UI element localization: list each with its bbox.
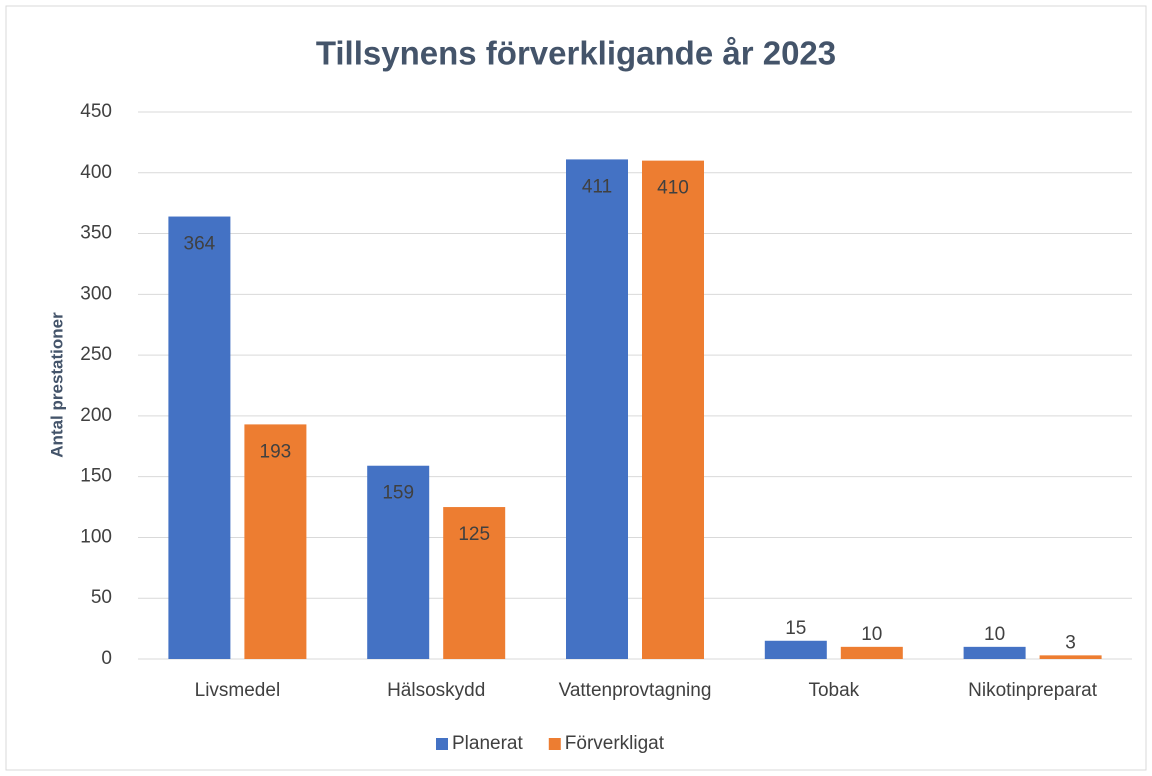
y-axis-title: Antal prestationer <box>47 312 66 458</box>
y-tick-label: 300 <box>80 283 112 304</box>
y-tick-label: 150 <box>80 466 112 487</box>
bar <box>963 646 1026 659</box>
y-tick-label: 0 <box>101 648 112 669</box>
legend-label: Förverkligat <box>565 733 665 754</box>
data-label: 193 <box>260 441 292 462</box>
data-label: 3 <box>1065 632 1076 653</box>
data-label: 125 <box>458 524 490 545</box>
data-label: 364 <box>184 234 216 255</box>
data-label: 159 <box>382 483 414 504</box>
bar <box>168 216 231 659</box>
x-tick-label: Nikotinpreparat <box>968 680 1098 701</box>
bar <box>764 640 827 659</box>
y-tick-label: 350 <box>80 223 112 244</box>
data-label: 10 <box>861 624 882 645</box>
data-label: 15 <box>785 618 806 639</box>
y-tick-label: 400 <box>80 162 112 183</box>
data-label: 411 <box>582 176 612 197</box>
data-label: 410 <box>657 178 689 199</box>
bar <box>244 424 307 659</box>
bar <box>1039 655 1102 659</box>
legend-swatch <box>436 738 448 750</box>
y-tick-label: 50 <box>91 587 112 608</box>
x-tick-label: Vattenprovtagning <box>559 680 712 701</box>
x-tick-label: Tobak <box>808 680 859 701</box>
chart-title: Tillsynens förverkligande år 2023 <box>316 35 836 72</box>
bar <box>367 465 430 659</box>
y-tick-label: 450 <box>80 101 112 122</box>
legend-swatch <box>548 738 561 750</box>
x-tick-label: Livsmedel <box>195 680 281 701</box>
bar <box>840 646 903 659</box>
legend-label: Planerat <box>452 733 523 754</box>
y-tick-label: 100 <box>80 526 112 547</box>
x-tick-label: Hälsoskydd <box>387 680 485 701</box>
data-label: 10 <box>984 624 1005 645</box>
y-tick-label: 250 <box>80 344 112 365</box>
y-tick-label: 200 <box>80 405 112 426</box>
bar <box>642 160 704 659</box>
bar <box>443 507 506 659</box>
bar <box>566 159 628 659</box>
